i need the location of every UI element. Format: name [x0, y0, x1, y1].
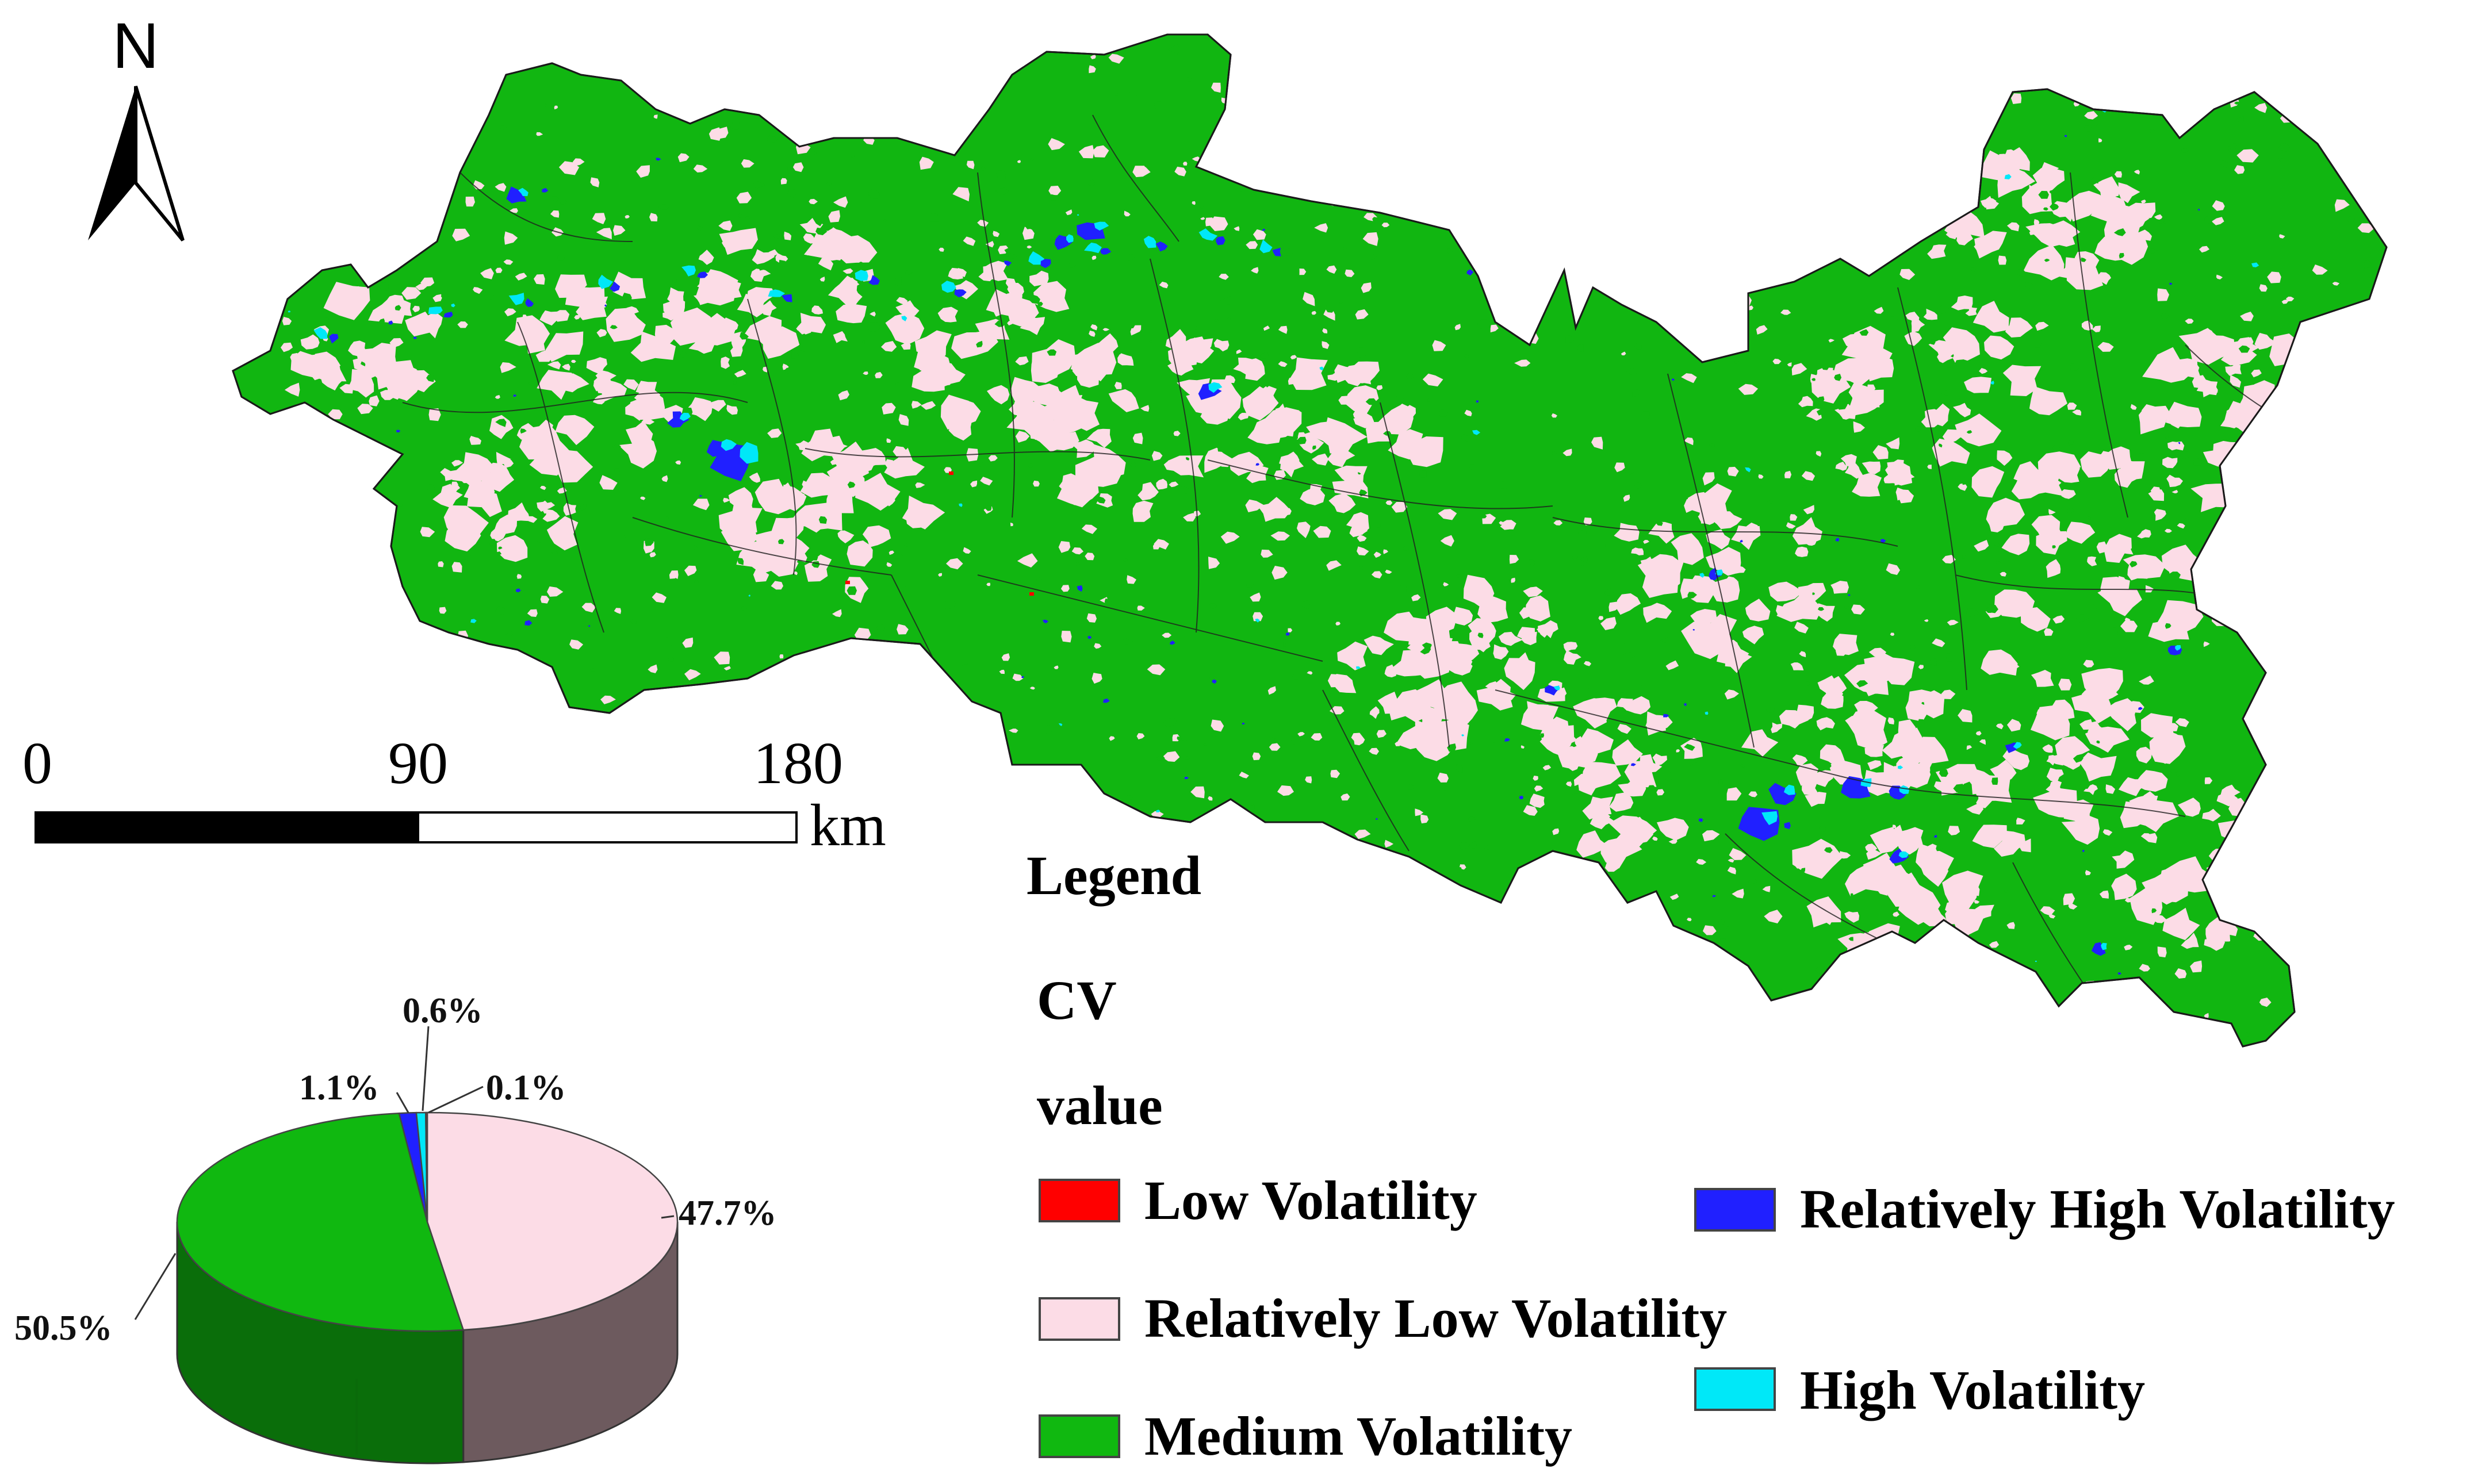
legend-swatch-relatively-high: [1694, 1188, 1776, 1232]
pie-leader-line-0: [661, 1215, 675, 1219]
scale-tick-0: 0: [22, 730, 52, 796]
pie-slice-relatively-low-volatility: [426, 1111, 679, 1331]
north-arrow-outline-icon: [134, 86, 185, 241]
legend-label-relatively-high: Relatively High Volatility: [1800, 1178, 2395, 1240]
north-arrow-label: N: [113, 10, 159, 82]
pie-data-label: 1.1%: [299, 1068, 380, 1107]
legend-swatch-low: [1039, 1179, 1120, 1222]
legend-swatch-high: [1694, 1367, 1776, 1411]
legend-subfield: value: [1037, 1075, 1163, 1136]
pie-data-label: 0.1%: [486, 1068, 566, 1107]
pie-data-label: 50.5%: [14, 1309, 113, 1348]
legend-label-relatively-low: Relatively Low Volatility: [1144, 1287, 1727, 1349]
legend-label-low: Low Volatility: [1144, 1169, 1477, 1231]
region-outline: [232, 33, 2388, 1048]
legend-heading: Legend: [1027, 845, 1201, 906]
scale-bar-white-segment: [417, 811, 798, 843]
scale-tick-90: 90: [388, 730, 448, 796]
pie-leader-line-3: [422, 1026, 430, 1111]
pie-leader-line-2: [396, 1092, 409, 1113]
pie-leader-line-1: [134, 1253, 177, 1320]
pie-leader-line-4: [428, 1086, 484, 1114]
pie-data-label: 0.6%: [403, 991, 483, 1030]
pie-data-label: 47.7%: [679, 1194, 777, 1233]
legend: Legend CV value Low Volatility Relativel…: [1027, 845, 2395, 1467]
legend-label-medium: Medium Volatility: [1144, 1405, 1572, 1467]
pie-slice-low-volatility: [424, 1111, 428, 1222]
pie-slice-medium-volatility: [177, 1112, 465, 1332]
legend-field: CV: [1037, 969, 1117, 1031]
scale-unit: km: [810, 792, 886, 858]
north-arrow-icon: [88, 86, 136, 240]
scale-bar-black-segment: [35, 811, 419, 843]
legend-swatch-medium: [1039, 1414, 1120, 1458]
legend-label-high: High Volatility: [1800, 1359, 2145, 1421]
legend-swatch-relatively-low: [1039, 1297, 1120, 1341]
north-arrow: N: [88, 10, 185, 241]
scale-bar: 0 90 180 km: [22, 730, 886, 858]
scale-tick-180: 180: [753, 730, 843, 796]
map[interactable]: [232, 33, 2388, 1061]
pie-chart: 47.7% 50.5% 1.1% 0.6%0.1%: [14, 991, 777, 1464]
